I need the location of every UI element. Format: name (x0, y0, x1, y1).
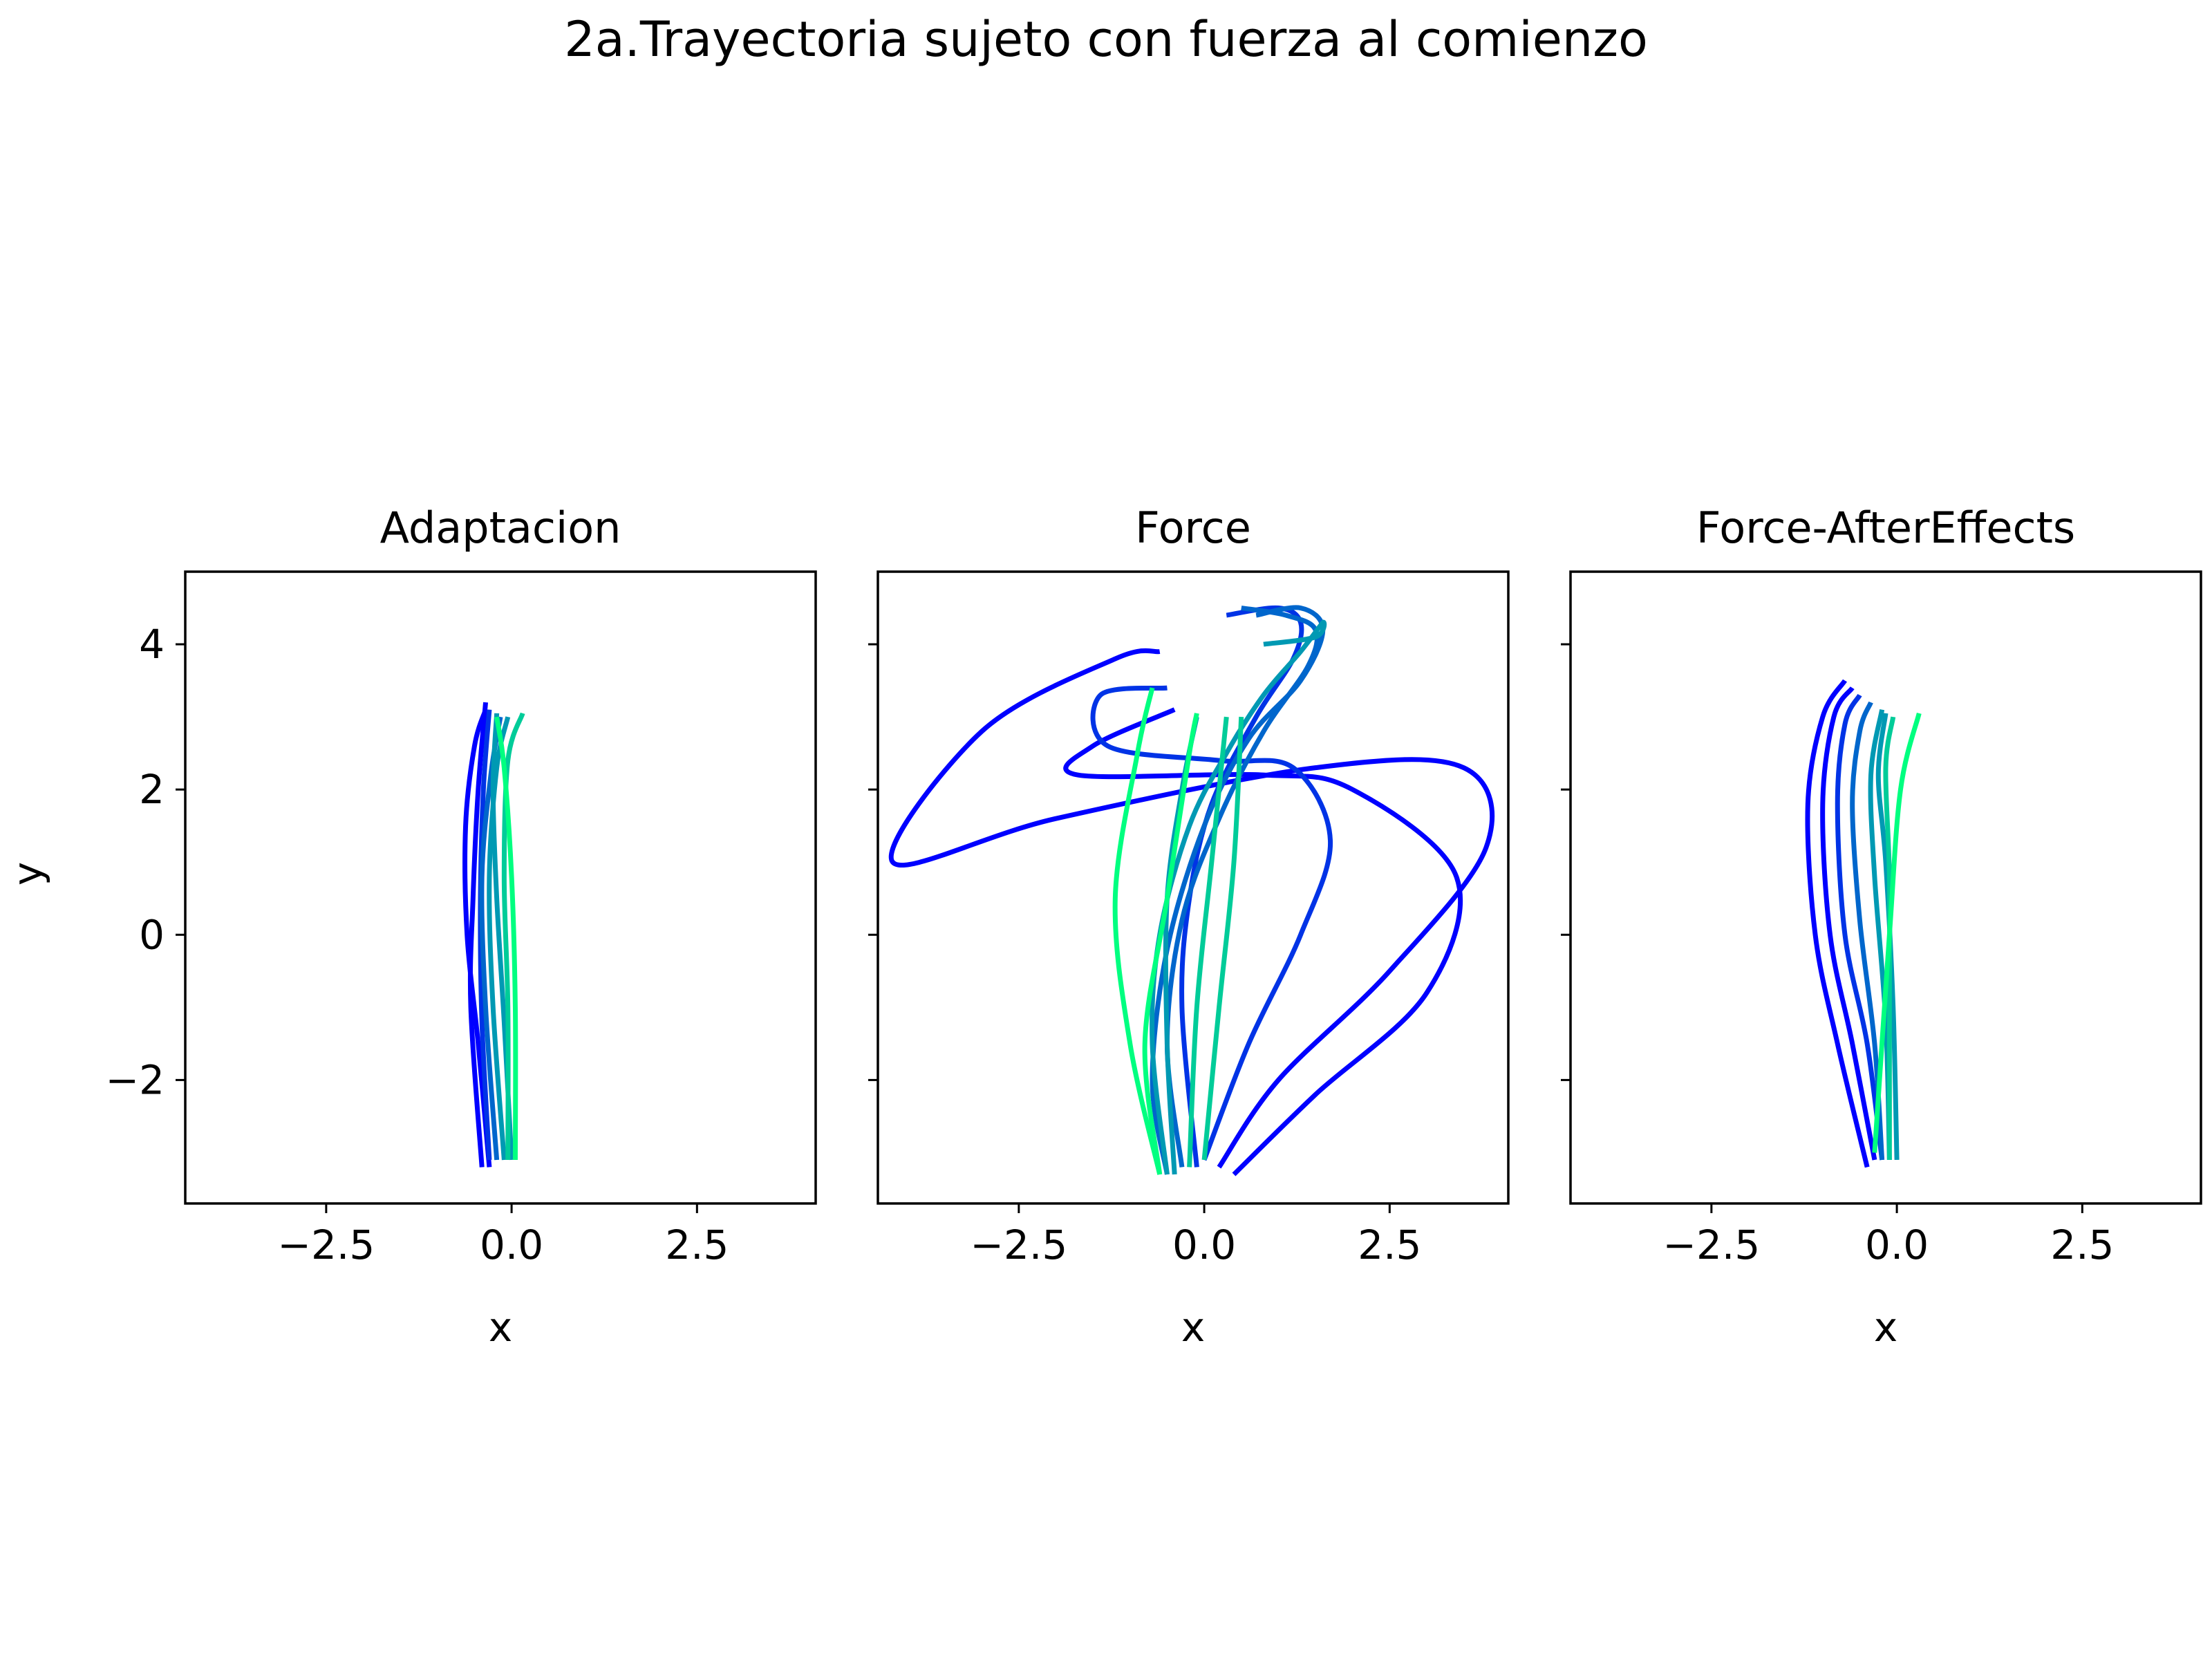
subplot-3: −2.5 0.0 2.5 Force-AfterEffects x (1561, 503, 2202, 1351)
subplot-title: Force-AfterEffects (1696, 503, 2075, 553)
series-group (1805, 679, 1922, 1168)
x-tick-label: −2.5 (1662, 1221, 1760, 1268)
subplot-1: −2.5 0.0 2.5 −2 0 2 4 Adaptacion x y (4, 503, 817, 1351)
trajectory-line (1090, 685, 1333, 1161)
trajectory-line (462, 709, 492, 1168)
trajectory-line (1112, 687, 1163, 1175)
trajectory-line (1835, 693, 1885, 1161)
x-tick-label: 2.5 (665, 1221, 729, 1268)
subplot-2: −2.5 0.0 2.5 Force x (868, 503, 1510, 1351)
x-tick-label: 0.0 (1172, 1221, 1236, 1268)
trajectory-line (1201, 716, 1244, 1161)
x-tick-label: 2.5 (1358, 1221, 1421, 1268)
y-tick-label: 0 (139, 911, 165, 958)
trajectory-line (888, 648, 1495, 1169)
trajectory-line (1063, 707, 1463, 1177)
trajectory-line (1187, 716, 1229, 1168)
trajectory-line (1820, 686, 1877, 1161)
trajectory-line (1805, 679, 1870, 1168)
trajectory-line (1142, 713, 1199, 1175)
x-tick-label: 2.5 (2050, 1221, 2114, 1268)
y-tick-label: −2 (106, 1056, 165, 1103)
trajectory-line (494, 716, 518, 1160)
trajectory-line (487, 716, 511, 1161)
trajectory-line (1850, 701, 1885, 1161)
subplot-title: Adaptacion (380, 503, 621, 553)
series-group (888, 605, 1495, 1177)
axes-frame (184, 570, 817, 1205)
trajectory-line (1872, 713, 1922, 1153)
series-group (462, 702, 525, 1168)
axes-frame (1569, 570, 2202, 1205)
axes-frame (877, 570, 1510, 1205)
x-axis-label: x (1181, 1304, 1205, 1351)
x-tick-label: 0.0 (1865, 1221, 1929, 1268)
x-axis-label: x (1874, 1304, 1897, 1351)
trajectory-line (1179, 605, 1304, 1168)
x-tick-label: −2.5 (970, 1221, 1067, 1268)
trajectory-line (1150, 605, 1326, 1175)
subplot-title: Force (1135, 503, 1251, 553)
y-tick-label: 2 (139, 766, 165, 813)
trajectory-line (467, 702, 489, 1168)
y-tick-label: 4 (139, 621, 165, 668)
y-axis-label: y (4, 862, 51, 885)
x-tick-label: 0.0 (480, 1221, 543, 1268)
figure-title: 2a.Trayectoria sujeto con fuerza al comi… (564, 11, 1648, 68)
trajectory-line (501, 712, 525, 1160)
x-axis-label: x (489, 1304, 512, 1351)
x-tick-label: −2.5 (277, 1221, 375, 1268)
